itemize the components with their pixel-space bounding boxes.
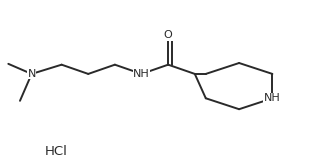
Text: NH: NH [264,93,281,103]
Text: NH: NH [133,69,150,79]
Text: HCl: HCl [45,145,68,158]
Text: O: O [164,30,172,40]
Text: N: N [27,69,36,79]
